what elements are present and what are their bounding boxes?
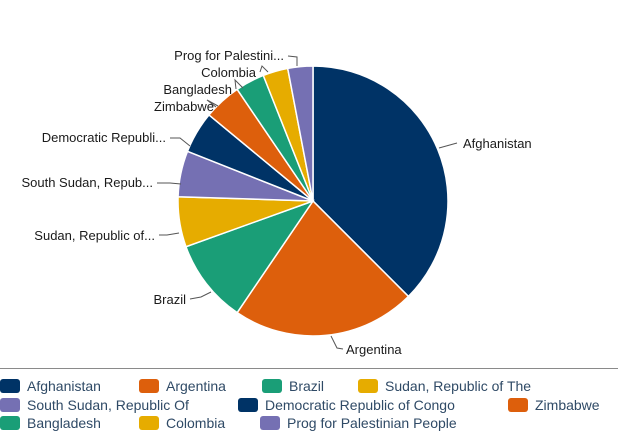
leader-line (330, 335, 344, 350)
chart-legend: Afghanistan Argentina Brazil Sudan, Republi… (0, 368, 618, 441)
legend-label: Democratic Republic of Congo (265, 397, 455, 413)
slice-label: Prog for Palestini... (174, 48, 284, 63)
legend-swatch (0, 398, 20, 412)
legend-swatch (0, 416, 20, 430)
legend-label: Argentina (166, 378, 226, 394)
legend-label: Brazil (289, 378, 325, 394)
legend-item[interactable]: Zimbabwe (508, 396, 600, 414)
legend-label: Afghanistan (27, 378, 101, 394)
slice-label: South Sudan, Repub... (21, 175, 153, 190)
leader-line (438, 142, 458, 149)
legend-label: Sudan, Republic of The (385, 378, 532, 394)
leader-line (259, 65, 269, 73)
legend-swatch (260, 416, 280, 430)
slice-label: Brazil (153, 292, 186, 307)
leader-line (206, 99, 219, 108)
pie-slice-argentina[interactable] (236, 199, 410, 337)
slice-label: Colombia (201, 65, 257, 80)
slice-label: Argentina (346, 342, 402, 357)
legend-swatch (139, 379, 159, 393)
legend-swatch (238, 398, 258, 412)
pie-chart: Afghanistan Argentina Brazil Sudan, Republi… (21, 48, 531, 357)
legend-swatch (0, 379, 20, 393)
legend-label: Zimbabwe (535, 397, 600, 413)
legend-swatch (139, 416, 159, 430)
legend-swatch (262, 379, 282, 393)
legend-item[interactable]: Bangladesh (0, 414, 101, 432)
pie-slices (177, 65, 449, 337)
legend-label: Colombia (166, 415, 226, 431)
pie-slice-prog-for-palestinian-people[interactable] (286, 65, 314, 202)
slice-label: Bangladesh (163, 82, 232, 97)
legend-item[interactable]: Brazil (262, 377, 324, 395)
leader-lines (157, 55, 458, 350)
leader-line (287, 55, 298, 66)
legend-item[interactable]: Colombia (139, 414, 225, 432)
pie-slice-afghanistan[interactable] (312, 65, 449, 298)
legend-item[interactable]: Democratic Republic of Congo (238, 396, 455, 414)
legend-item[interactable]: Argentina (139, 377, 226, 395)
slice-labels: Afghanistan Argentina Brazil Sudan, Republi… (21, 48, 531, 357)
leader-line (234, 78, 244, 90)
legend-label: South Sudan, Republic Of (27, 397, 189, 413)
leader-line (157, 182, 182, 185)
slice-label: Zimbabwe (154, 99, 214, 114)
slice-label: Afghanistan (463, 136, 532, 151)
legend-label: Bangladesh (27, 415, 101, 431)
legend-item[interactable]: Afghanistan (0, 377, 101, 395)
leader-line (170, 137, 191, 147)
leader-line (189, 291, 212, 300)
legend-item[interactable]: South Sudan, Republic Of (0, 396, 189, 414)
pie-slice-brazil[interactable] (185, 199, 315, 314)
leader-line (159, 232, 180, 236)
legend-item[interactable]: Sudan, Republic of The (358, 377, 531, 395)
legend-swatch (358, 379, 378, 393)
slice-label: Democratic Republi... (42, 130, 166, 145)
legend-item[interactable]: Prog for Palestinian People (260, 414, 457, 432)
slice-label: Sudan, Republic of... (34, 228, 155, 243)
legend-swatch (508, 398, 528, 412)
legend-label: Prog for Palestinian People (287, 415, 457, 431)
